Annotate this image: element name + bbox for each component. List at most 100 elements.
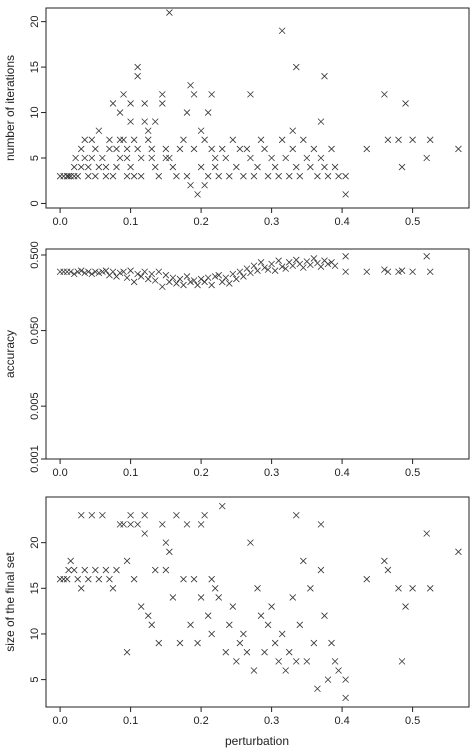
data-point-accuracy-46 (218, 278, 226, 286)
data-point-accuracy-37 (187, 278, 194, 286)
data-point-final-set-size-88 (331, 658, 339, 665)
data-point-iterations-46 (137, 172, 145, 180)
data-point-final-set-size-74 (289, 594, 297, 601)
data-point-iterations-52 (148, 154, 156, 162)
y-tick-label-iterations-4: 20 (29, 16, 41, 28)
data-point-final-set-size-94 (384, 566, 392, 574)
data-point-iterations-87 (226, 172, 233, 180)
data-point-final-set-size-13 (95, 575, 103, 583)
data-point-iterations-66 (180, 136, 187, 144)
data-point-accuracy-55 (250, 262, 258, 270)
data-point-iterations-126 (342, 172, 349, 180)
data-point-accuracy-28 (155, 268, 163, 276)
data-point-final-set-size-23 (127, 511, 134, 519)
data-point-iterations-109 (292, 63, 300, 71)
data-point-accuracy-42 (204, 274, 212, 282)
data-point-final-set-size-58 (233, 658, 240, 665)
data-point-accuracy-12 (99, 268, 106, 276)
data-point-final-set-size-31 (148, 621, 156, 629)
data-point-final-set-size-32 (151, 566, 159, 574)
data-point-iterations-125 (342, 191, 349, 198)
data-point-final-set-size-83 (317, 566, 325, 574)
data-point-final-set-size-29 (141, 530, 148, 537)
points-accuracy (56, 253, 434, 291)
data-point-iterations-94 (247, 154, 254, 162)
data-point-final-set-size-27 (137, 603, 145, 610)
data-point-final-set-size-63 (250, 667, 258, 674)
data-point-accuracy-79 (342, 268, 349, 276)
data-point-iterations-116 (314, 172, 321, 180)
plot-frame-final-set-size (45, 496, 470, 708)
plot-frame-iterations (45, 7, 470, 209)
data-point-final-set-size-1 (60, 575, 67, 583)
data-point-iterations-31 (116, 136, 124, 144)
data-point-final-set-size-62 (247, 539, 254, 546)
data-point-final-set-size-89 (335, 667, 342, 674)
data-point-accuracy-44 (211, 273, 219, 280)
data-point-final-set-size-75 (292, 511, 300, 519)
data-point-final-set-size-41 (180, 575, 187, 583)
data-point-final-set-size-92 (363, 575, 371, 583)
data-point-iterations-73 (194, 191, 201, 198)
data-point-accuracy-49 (229, 270, 237, 278)
data-point-final-set-size-52 (211, 585, 219, 592)
data-point-accuracy-71 (307, 261, 314, 269)
data-point-final-set-size-28 (141, 511, 148, 519)
data-point-final-set-size-100 (426, 585, 434, 592)
x-tick-label-accuracy-3: 0.3 (264, 467, 279, 479)
x-tick-label-iterations-1: 0.1 (123, 216, 138, 228)
data-point-iterations-110 (292, 163, 300, 171)
data-point-final-set-size-56 (226, 621, 233, 629)
data-point-iterations-6 (70, 163, 78, 171)
data-point-iterations-78 (204, 109, 212, 116)
data-point-accuracy-36 (183, 273, 191, 280)
data-point-iterations-24 (106, 145, 113, 153)
data-point-iterations-93 (247, 91, 254, 98)
data-point-final-set-size-40 (176, 639, 184, 647)
x-axis-final-set-size: 0.0 0.1 0.2 0.3 0.4 0.5 (52, 707, 420, 727)
points-final-set-size (56, 502, 462, 702)
data-point-iterations-13 (85, 172, 92, 180)
data-point-accuracy-82 (381, 266, 388, 273)
data-point-accuracy-18 (120, 268, 127, 276)
data-point-final-set-size-20 (120, 521, 127, 528)
data-point-iterations-29 (113, 163, 120, 171)
data-point-final-set-size-48 (201, 511, 208, 519)
data-point-iterations-51 (144, 136, 152, 144)
x-tick-label-iterations-3: 0.3 (264, 216, 279, 228)
data-point-accuracy-38 (190, 277, 198, 284)
data-point-iterations-81 (208, 145, 215, 153)
data-point-iterations-25 (106, 136, 113, 144)
data-point-iterations-15 (88, 136, 96, 144)
data-point-iterations-113 (303, 154, 311, 162)
data-point-accuracy-69 (300, 264, 307, 271)
data-point-accuracy-4 (70, 270, 78, 278)
data-point-iterations-28 (113, 145, 120, 153)
data-point-accuracy-50 (233, 275, 240, 283)
plot-frame-accuracy (45, 248, 470, 460)
data-point-accuracy-57 (257, 259, 265, 266)
data-point-iterations-44 (134, 63, 141, 71)
y-axis-final-set-size: 5 10 15 20 (29, 537, 46, 683)
data-point-final-set-size-34 (159, 521, 166, 528)
data-point-accuracy-74 (317, 263, 325, 270)
data-point-final-set-size-22 (123, 557, 131, 565)
data-point-iterations-107 (289, 127, 297, 135)
data-point-accuracy-87 (423, 253, 430, 260)
data-point-final-set-size-26 (134, 521, 141, 528)
y-tick-label-accuracy-3: 0.500 (29, 241, 41, 269)
data-point-iterations-2 (63, 172, 71, 180)
data-point-final-set-size-61 (243, 648, 251, 656)
points-iterations (56, 9, 462, 198)
data-point-iterations-18 (92, 145, 99, 153)
data-point-accuracy-29 (159, 283, 166, 291)
data-point-accuracy-27 (151, 277, 159, 284)
data-point-final-set-size-73 (285, 648, 293, 656)
data-point-final-set-size-21 (123, 648, 131, 656)
data-point-iterations-55 (151, 163, 159, 171)
data-point-final-set-size-57 (229, 603, 237, 610)
x-tick-label-final-set-size-2: 0.2 (193, 715, 208, 727)
data-point-accuracy-10 (92, 268, 99, 276)
data-point-iterations-77 (201, 181, 208, 189)
data-point-iterations-27 (109, 100, 117, 107)
